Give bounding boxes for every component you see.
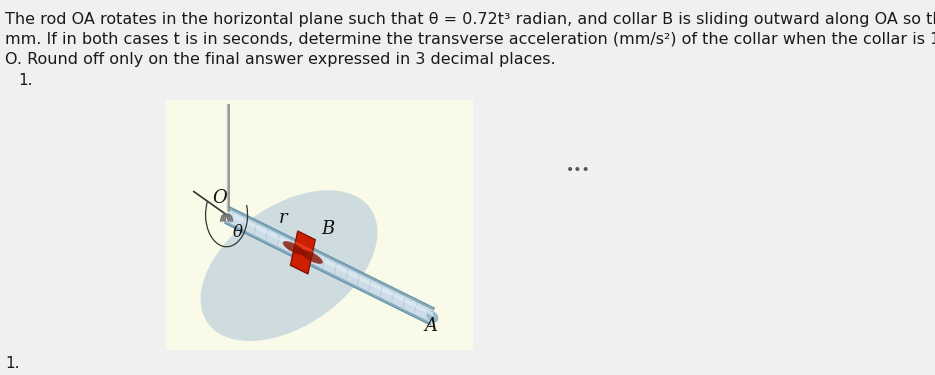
Text: r: r xyxy=(279,209,287,227)
Text: B: B xyxy=(322,220,335,238)
Ellipse shape xyxy=(201,190,378,341)
Text: A: A xyxy=(424,316,438,334)
Polygon shape xyxy=(291,231,315,274)
Polygon shape xyxy=(295,242,313,255)
Text: •••: ••• xyxy=(567,163,591,177)
Text: 1.: 1. xyxy=(19,73,33,88)
Text: The rod OA rotates in the horizontal plane such that θ = 0.72t³ radian, and coll: The rod OA rotates in the horizontal pla… xyxy=(6,12,935,27)
Polygon shape xyxy=(225,209,434,322)
Polygon shape xyxy=(224,206,435,325)
Ellipse shape xyxy=(282,241,306,255)
Text: 1.: 1. xyxy=(6,356,20,370)
Text: θ: θ xyxy=(233,224,243,241)
Ellipse shape xyxy=(427,311,439,322)
Polygon shape xyxy=(226,211,434,316)
Ellipse shape xyxy=(300,250,323,264)
Text: O. Round off only on the final answer expressed in 3 decimal places.: O. Round off only on the final answer ex… xyxy=(6,52,556,67)
Bar xyxy=(166,100,473,350)
Text: O: O xyxy=(212,189,227,207)
Text: mm. If in both cases t is in seconds, determine the transverse acceleration (mm/: mm. If in both cases t is in seconds, de… xyxy=(6,32,935,47)
